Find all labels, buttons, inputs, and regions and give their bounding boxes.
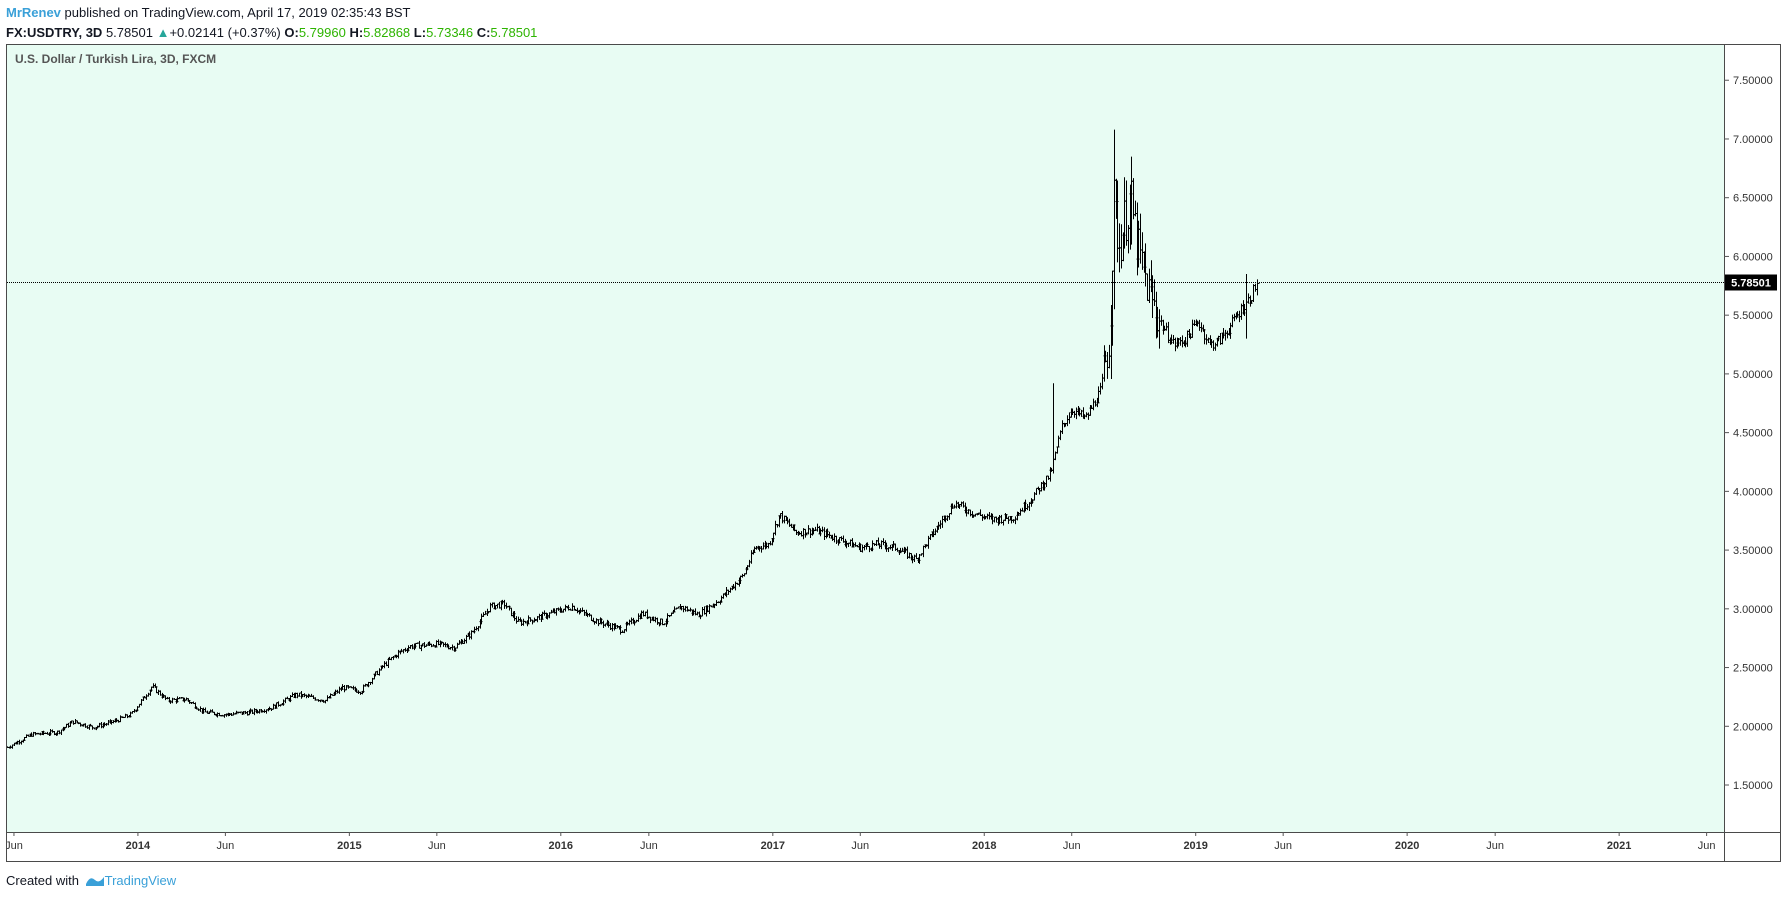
up-arrow-icon: ▲ — [156, 25, 170, 40]
time-tick-label: Jun — [851, 840, 869, 852]
time-tick-label: 2018 — [972, 840, 996, 852]
price-tick-label: 5.50000 — [1733, 310, 1773, 322]
close-value: 5.78501 — [490, 25, 538, 40]
tradingview-link[interactable]: TradingView — [104, 873, 177, 888]
time-tick-label: Jun — [428, 840, 446, 852]
high-label: H: — [349, 25, 364, 40]
close-label: C: — [476, 25, 491, 40]
last-price-label: 5.78501 — [1731, 278, 1771, 290]
last-price: 5.78501 — [105, 25, 153, 40]
publication-line: MrRenev published on TradingView.com, Ap… — [6, 4, 537, 21]
author-link[interactable]: MrRenev — [6, 5, 61, 20]
price-tick-label: 2.50000 — [1733, 663, 1773, 675]
time-axis[interactable]: Jun 2014 Jun 2015 Jun 2016 Jun 2017 Jun 2018 Jun 20… — [7, 832, 1715, 852]
price-tick-label: 7.00000 — [1733, 134, 1773, 146]
price-tick-label: 6.00000 — [1733, 251, 1773, 263]
symbol-line: FX:USDTRY, 3D 5.78501 ▲+0.02141 (+0.37%)… — [6, 24, 537, 41]
time-tick-label: 2014 — [126, 840, 151, 852]
price-tick-label: 3.00000 — [1733, 604, 1773, 616]
time-tick-label: Jun — [1274, 840, 1292, 852]
time-tick-label: 2020 — [1395, 840, 1419, 852]
price-change: +0.02141 (+0.37%) — [169, 25, 281, 40]
price-axis[interactable]: 1.50000 2.00000 2.50000 3.00000 3.50000 4.000… — [1724, 75, 1773, 792]
published-text: published on TradingView.com, April 17, … — [64, 5, 411, 20]
high-value: 5.82868 — [363, 25, 411, 40]
tradingview-logo-icon — [85, 877, 104, 886]
low-value: 5.73346 — [426, 25, 474, 40]
time-tick-label: Jun — [7, 840, 23, 852]
time-tick-label: 2017 — [761, 840, 785, 852]
last-price-marker: 5.78501 — [7, 274, 1777, 291]
time-tick-label: Jun — [1063, 840, 1081, 852]
chart-title: U.S. Dollar / Turkish Lira, 3D, FXCM — [15, 52, 216, 66]
time-tick-label: 2016 — [549, 840, 573, 852]
time-tick-label: Jun — [1698, 840, 1716, 852]
low-label: L: — [413, 25, 427, 40]
price-tick-label: 5.00000 — [1733, 369, 1773, 381]
last-price-badge — [1725, 274, 1777, 291]
price-tick-label: 4.50000 — [1733, 428, 1773, 440]
price-tick-label: 6.50000 — [1733, 193, 1773, 205]
open-label: O: — [284, 25, 299, 40]
time-tick-label: 2019 — [1183, 840, 1207, 852]
price-tick-label: 1.50000 — [1733, 780, 1773, 792]
time-tick-label: Jun — [1486, 840, 1504, 852]
publication-header: MrRenev published on TradingView.com, Ap… — [6, 4, 537, 41]
price-tick-label: 7.50000 — [1733, 75, 1773, 87]
ohlc-bars — [7, 129, 1260, 749]
time-tick-label: Jun — [217, 840, 235, 852]
created-with-text: Created with — [6, 873, 79, 888]
price-tick-label: 4.00000 — [1733, 486, 1773, 498]
price-chart[interactable]: U.S. Dollar / Turkish Lira, 3D, FXCM 1.5… — [7, 45, 1780, 861]
time-tick-label: 2021 — [1607, 840, 1631, 852]
footer: Created with TradingView — [6, 873, 176, 888]
symbol-label: FX:USDTRY, 3D — [6, 25, 103, 40]
plot-area[interactable] — [7, 45, 1724, 832]
time-tick-label: 2015 — [337, 840, 361, 852]
price-tick-label: 3.50000 — [1733, 545, 1773, 557]
price-tick-label: 2.00000 — [1733, 721, 1773, 733]
chart-frame: U.S. Dollar / Turkish Lira, 3D, FXCM 1.5… — [6, 44, 1781, 862]
time-tick-label: Jun — [640, 840, 658, 852]
open-value: 5.79960 — [298, 25, 346, 40]
